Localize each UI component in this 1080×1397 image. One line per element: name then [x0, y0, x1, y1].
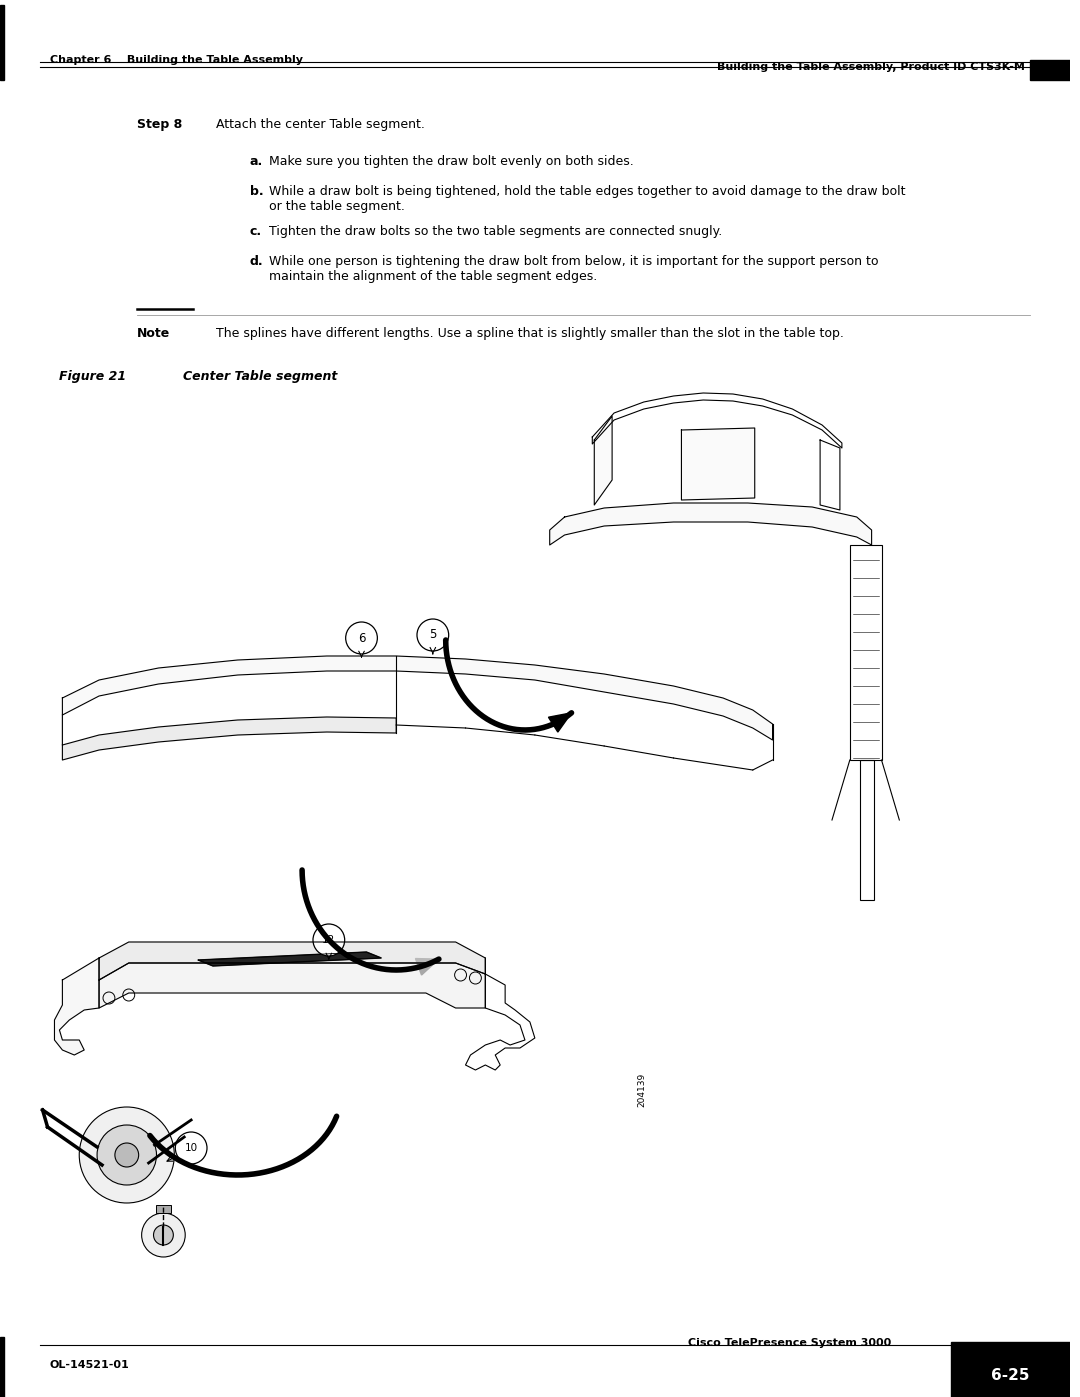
Text: The splines have different lengths. Use a spline that is slightly smaller than t: The splines have different lengths. Use … — [216, 327, 843, 339]
Text: 6: 6 — [357, 631, 365, 644]
Bar — [1030, 60, 1069, 80]
Text: Building the Table Assembly, Product ID CTS3K-M: Building the Table Assembly, Product ID … — [717, 61, 1025, 73]
Circle shape — [417, 619, 448, 651]
Text: Chapter 6    Building the Table Assembly: Chapter 6 Building the Table Assembly — [50, 54, 302, 66]
Text: a.: a. — [249, 155, 262, 168]
Text: While a draw bolt is being tightened, hold the table edges together to avoid dam: While a draw bolt is being tightened, ho… — [269, 184, 906, 212]
Polygon shape — [549, 712, 571, 732]
Polygon shape — [550, 503, 872, 545]
Text: Figure 21: Figure 21 — [59, 370, 126, 383]
Bar — [950, 1343, 1069, 1397]
Polygon shape — [99, 942, 485, 981]
Text: 204139: 204139 — [637, 1073, 646, 1108]
Bar — [860, 760, 874, 900]
Text: 6-25: 6-25 — [991, 1368, 1029, 1383]
Polygon shape — [63, 715, 396, 760]
Circle shape — [79, 1106, 174, 1203]
Polygon shape — [198, 951, 381, 965]
Polygon shape — [594, 416, 612, 504]
Text: While one person is tightening the draw bolt from below, it is important for the: While one person is tightening the draw … — [269, 256, 879, 284]
Bar — [0, 1337, 4, 1397]
Polygon shape — [63, 657, 772, 740]
Bar — [156, 1206, 172, 1213]
Text: b.: b. — [249, 184, 264, 198]
Polygon shape — [416, 958, 438, 975]
Polygon shape — [150, 1136, 172, 1157]
Text: Tighten the draw bolts so the two table segments are connected snugly.: Tighten the draw bolts so the two table … — [269, 225, 723, 237]
Circle shape — [313, 923, 345, 956]
Bar — [0, 6, 4, 80]
Bar — [850, 545, 881, 760]
Polygon shape — [54, 958, 99, 1055]
Circle shape — [153, 1225, 173, 1245]
Circle shape — [114, 1143, 138, 1166]
Text: Make sure you tighten the draw bolt evenly on both sides.: Make sure you tighten the draw bolt even… — [269, 155, 634, 168]
Text: OL-14521-01: OL-14521-01 — [50, 1361, 130, 1370]
Text: Attach the center Table segment.: Attach the center Table segment. — [216, 117, 424, 131]
Text: Step 8: Step 8 — [137, 117, 181, 131]
Circle shape — [141, 1213, 185, 1257]
Polygon shape — [681, 427, 755, 500]
Text: 12: 12 — [322, 935, 336, 944]
Circle shape — [175, 1132, 207, 1164]
Circle shape — [346, 622, 377, 654]
Text: Cisco TelePresence System 3000: Cisco TelePresence System 3000 — [688, 1338, 891, 1348]
Text: 10: 10 — [185, 1143, 198, 1153]
Text: Note: Note — [137, 327, 170, 339]
Text: c.: c. — [249, 225, 261, 237]
Circle shape — [97, 1125, 157, 1185]
Text: 5: 5 — [429, 629, 436, 641]
Text: d.: d. — [249, 256, 264, 268]
Polygon shape — [99, 963, 485, 1009]
Text: Center Table segment: Center Table segment — [184, 370, 338, 383]
